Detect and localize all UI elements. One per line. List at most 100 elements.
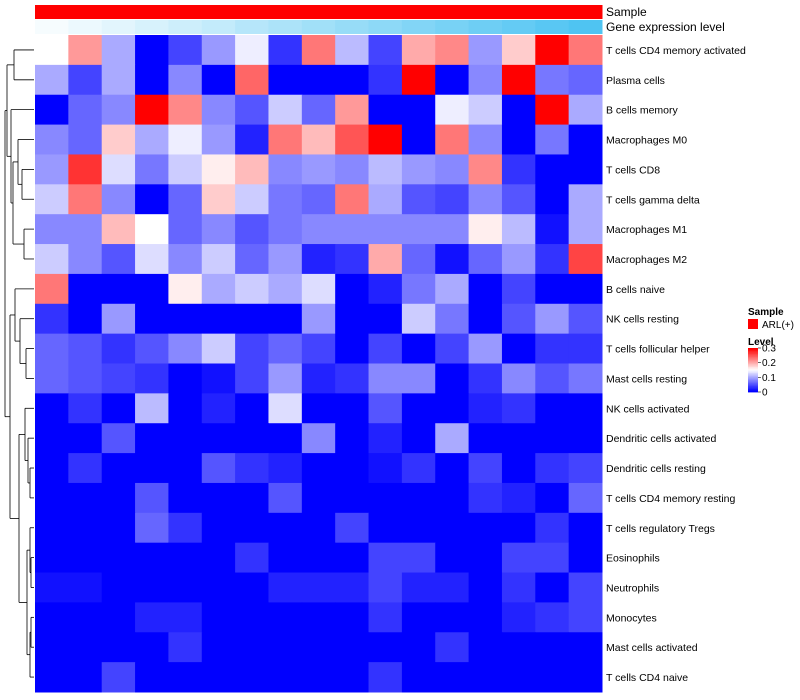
heatmap-cell [335,662,370,693]
legend-gradient-step [748,390,758,393]
heatmap-cell [35,333,69,364]
heatmap-cell [501,154,536,185]
heatmap-cell [101,64,136,96]
heatmap-cell [501,333,536,364]
heatmap-cell [468,124,503,155]
heatmap-cell [101,214,136,245]
heatmap-cell [301,542,336,574]
heatmap-cell [535,35,570,66]
heatmap-cell [135,273,169,305]
expression-annotation-cell [101,20,136,34]
heatmap-cell [101,154,136,185]
heatmap-cell [268,542,303,574]
heatmap-cell [201,303,236,335]
heatmap-cell [268,572,303,603]
heatmap-cell [335,273,370,305]
heatmap-cell [101,244,136,275]
heatmap-cell [401,35,436,66]
heatmap-cell [135,512,169,544]
heatmap-cell [535,273,570,305]
heatmap-cell [135,154,169,185]
heatmap-cell [268,453,303,484]
heatmap-cell [568,273,603,305]
heatmap-cell [335,94,370,126]
row-label: T cells gamma delta [606,194,700,206]
heatmap-cell [401,453,436,484]
expression-annotation-cell [35,20,69,34]
heatmap-cell [168,602,203,633]
heatmap-cell [235,453,269,484]
sample-annotation-cell [168,5,203,19]
heatmap-cell [135,393,169,424]
legend-gradient-step [748,355,758,358]
legend-gradient-step [748,349,758,352]
sample-annotation-cell [68,5,103,19]
heatmap-cell [35,453,69,484]
heatmap-cell [268,423,303,454]
heatmap-cell [68,662,103,693]
heatmap-cell [35,602,69,633]
heatmap-cell [268,393,303,424]
legend-gradient-step [748,387,758,390]
heatmap-cell [435,453,470,484]
heatmap-cell [135,124,169,155]
heatmap-cell [168,572,203,603]
heatmap-cell [368,273,403,305]
heatmap-cell [468,214,503,245]
heatmap-cell [201,273,236,305]
heatmap-cell [35,64,69,96]
legend-sample-entry: ARL(+) [762,320,794,331]
legend-gradient-step [748,350,758,353]
heatmap-cell [101,602,136,633]
heatmap-cell [135,602,169,633]
heatmap-cell [135,453,169,484]
heatmap-cell [568,94,603,126]
heatmap-cell [435,572,470,603]
heatmap-cell [268,273,303,305]
legend-gradient-step [748,364,758,366]
heatmap-cell [335,572,370,603]
heatmap-cell [535,244,570,275]
expression-annotation-cell [335,20,370,34]
heatmap-cell [568,214,603,245]
heatmap-cell [568,244,603,275]
heatmap-cell [501,244,536,275]
heatmap-cell [301,602,336,633]
row-label: Macrophages M2 [606,254,687,266]
heatmap-cell [301,632,336,663]
heatmap-cell [468,453,503,484]
heatmap-cell [201,154,236,185]
heatmap-cell [68,273,103,305]
row-label: Monocytes [606,612,657,624]
row-label: Dendritic cells resting [606,463,706,475]
heatmap-cell [435,662,470,693]
expression-annotation-cell [135,20,169,34]
heatmap-cell [335,154,370,185]
heatmap-cell [468,662,503,693]
heatmap-cell [35,542,69,574]
heatmap-cell [35,124,69,155]
heatmap-cell [135,35,169,66]
heatmap-cell [268,333,303,364]
heatmap-cell [68,244,103,275]
heatmap-cell [301,244,336,275]
heatmap-cell [368,393,403,424]
heatmap-cell [201,482,236,514]
row-label: Macrophages M1 [606,224,687,236]
sample-annotation-cell [435,5,470,19]
heatmap-cell [368,35,403,66]
heatmap-cell [235,184,269,215]
heatmap-cell [101,423,136,454]
heatmap-cell [335,602,370,633]
heatmap-cell [435,184,470,215]
heatmap-cell [468,363,503,394]
heatmap-cell [568,453,603,484]
legend-gradient-step [748,359,758,362]
legend-tick-label: 0 [762,388,768,399]
heatmap-cell [468,632,503,663]
expression-annotation-cell [368,20,403,34]
row-label: T cells regulatory Tregs [606,523,715,535]
heatmap-cell [435,393,470,424]
heatmap-cell [568,662,603,693]
